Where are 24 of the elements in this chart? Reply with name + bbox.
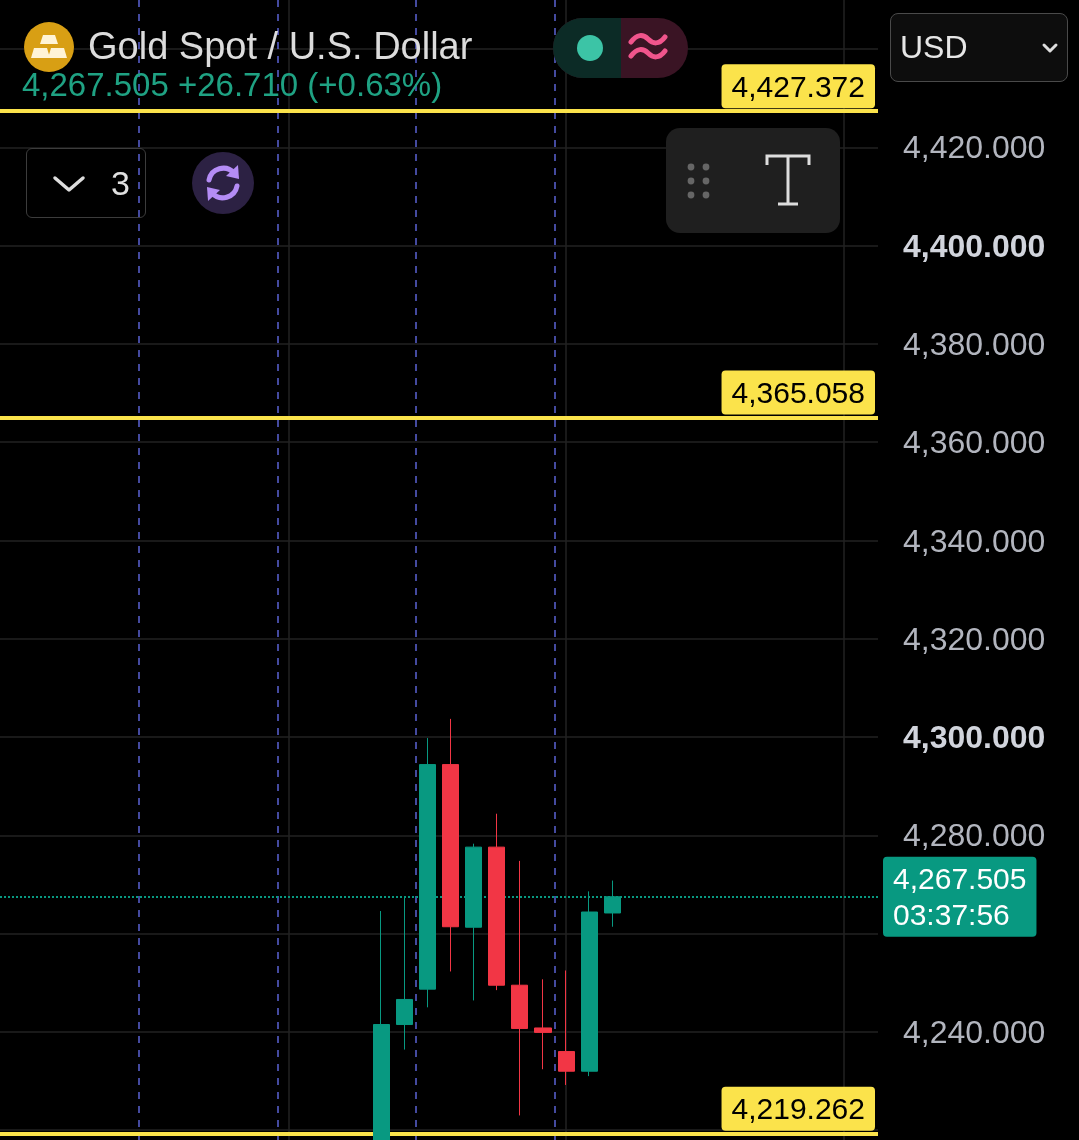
ref-line-label: 4,365.058 — [731, 375, 865, 409]
text: Gold Spot / U.S. Dollar — [88, 24, 473, 69]
candlestick — [373, 910, 390, 1140]
text: 4,267.505 +26.710 (+0.63%) — [22, 66, 443, 104]
y-tick-label: 4,240.000 — [903, 1013, 1046, 1050]
y-tick-label: 4,360.000 — [903, 424, 1046, 461]
y-tick-label: 4,320.000 — [903, 620, 1046, 657]
candlestick — [558, 969, 575, 1086]
y-tick-label: 4,340.000 — [903, 522, 1046, 559]
dropdown-button: 3 — [26, 148, 146, 218]
ref-line-label: 4,267.505 03:37:56 — [893, 862, 1027, 932]
candlestick — [511, 860, 528, 1116]
annotation: 3 — [111, 163, 130, 203]
y-tick-label: 4,400.000 — [903, 227, 1046, 264]
candlestick — [488, 813, 505, 991]
y-tick-label: 4,280.000 — [903, 817, 1046, 854]
currency-dropdown: USD — [890, 13, 1068, 82]
y-tick-label: 4,300.000 — [903, 719, 1046, 756]
candlestick — [534, 978, 552, 1070]
y-tick-label: 4,420.000 — [903, 129, 1046, 166]
y-tick-label: 4,380.000 — [903, 325, 1046, 362]
ref-line-label: 4,219.262 — [731, 1092, 865, 1126]
ref-line-label: 4,427.372 — [731, 69, 865, 103]
candlestick — [442, 718, 459, 972]
